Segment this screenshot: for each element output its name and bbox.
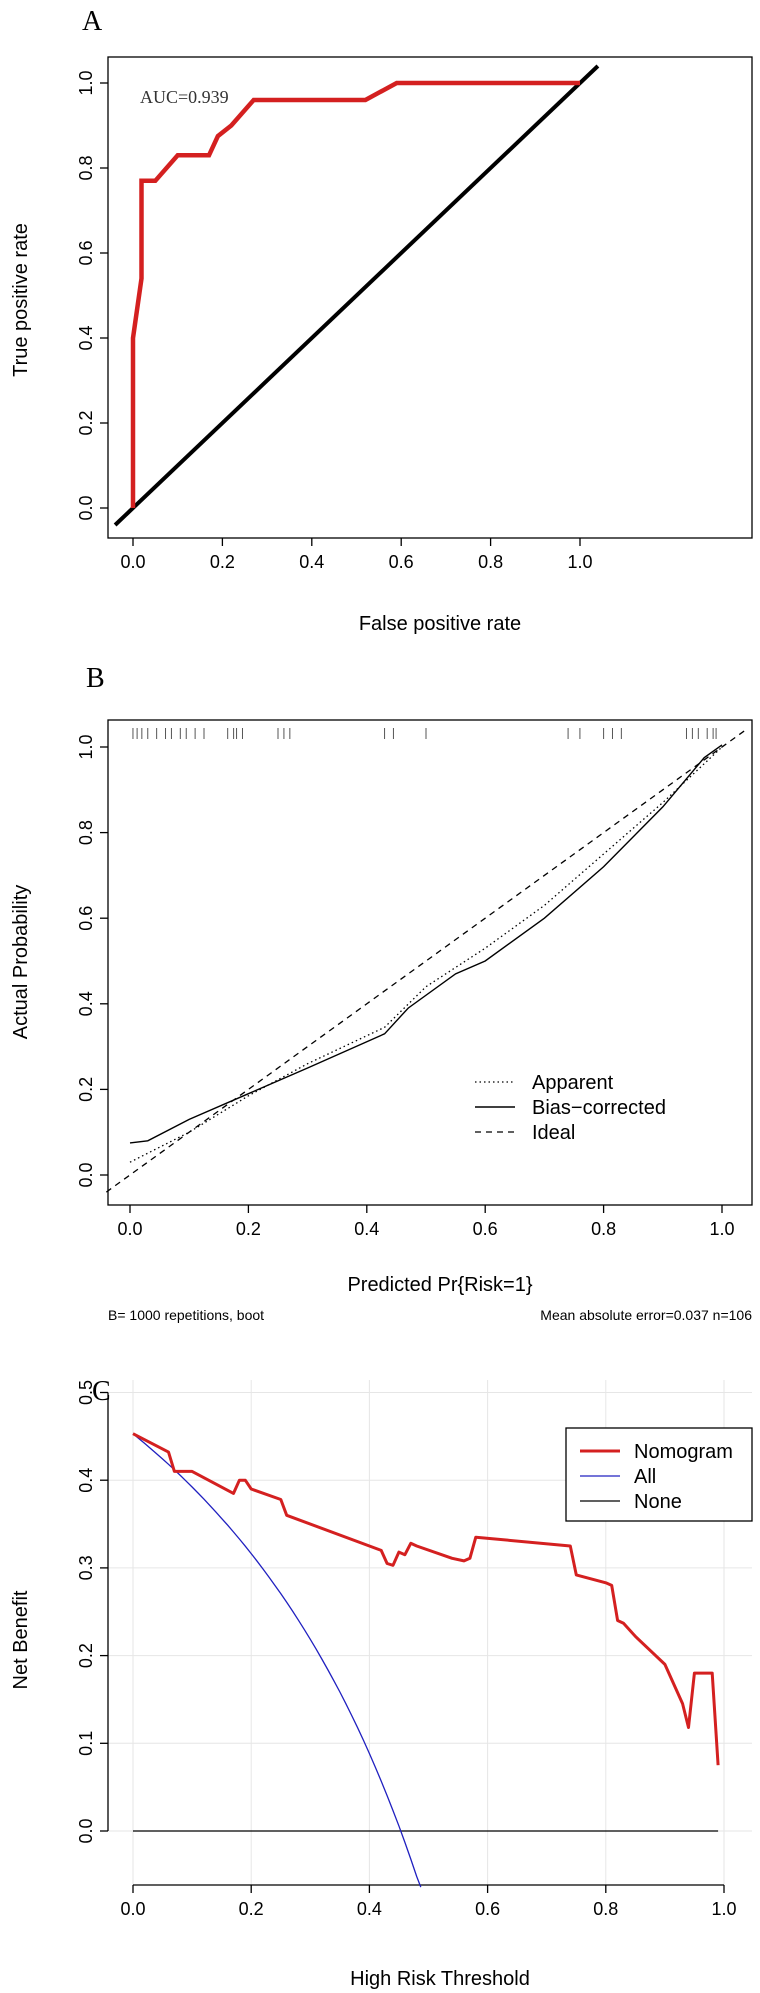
- panel-b-bias-corrected-line: [129, 744, 723, 1144]
- x-tick-label: 0.6: [475, 1899, 500, 1919]
- panel-c: C 0.0 0.2 0.4 0.6 0.8 1.0 0.00.10.20.30.40.5 …: [10, 1376, 753, 1990]
- y-tick-label: 0.2: [76, 1077, 96, 1102]
- x-tick-label: 0.4: [357, 1899, 382, 1919]
- y-tick-label: 0.4: [76, 991, 96, 1016]
- x-tick-label: 0.4: [354, 1219, 379, 1239]
- panel-a-y-label: True positive rate: [10, 223, 32, 377]
- y-tick-label: 1.0: [76, 70, 96, 95]
- panel-b-footer-right: Mean absolute error=0.037 n=106: [540, 1307, 752, 1323]
- panel-a-y-axis: 0.0 0.2 0.4 0.6 0.8 1.0: [76, 70, 108, 521]
- panel-a-x-axis: 0.0 0.2 0.4 0.6 0.8 1.0: [120, 538, 593, 572]
- panel-b-rug: [132, 728, 717, 739]
- legend-bias-corrected-label: Bias−corrected: [532, 1097, 666, 1119]
- x-tick-label: 0.2: [236, 1219, 261, 1239]
- y-tick-label: 0.6: [76, 240, 96, 265]
- panel-c-y-axis: 0.0 0.1 0.2 0.3 0.4 0.5: [76, 1380, 109, 1844]
- panel-a-x-label: False positive rate: [359, 613, 521, 635]
- panel-b: B 0.0 0.2 0.4 0.6 0.8 1.0 0.00.20.40.60.81.0 …: [10, 663, 753, 1323]
- panel-c-letter: C: [92, 1376, 111, 1407]
- x-tick-label: 0.6: [473, 1219, 498, 1239]
- panel-c-nomogram-curve: [132, 1432, 720, 1766]
- panel-a-plot-box: [107, 56, 753, 539]
- panel-c-y-label: Net Benefit: [10, 1590, 32, 1689]
- x-tick-label: 1.0: [709, 1219, 734, 1239]
- y-tick-label: 0.4: [76, 1468, 96, 1493]
- y-tick-label: 0.0: [76, 1818, 96, 1843]
- y-tick-label: 0.2: [76, 1643, 96, 1668]
- x-tick-label: 0.2: [239, 1899, 264, 1919]
- y-tick-label: 0.1: [76, 1731, 96, 1756]
- x-tick-label: 0.4: [299, 552, 324, 572]
- x-tick-label: 0.8: [478, 552, 503, 572]
- panel-b-x-label: Predicted Pr{Risk=1}: [347, 1274, 532, 1296]
- panel-b-ideal-line: [105, 729, 747, 1193]
- x-tick-label: 1.0: [711, 1899, 736, 1919]
- x-tick-label: 0.8: [591, 1219, 616, 1239]
- y-tick-label: 0.6: [76, 906, 96, 931]
- y-tick-label: 0.8: [76, 820, 96, 845]
- panel-a-roc-curve: [130, 80, 580, 508]
- panel-b-x-axis: 0.0 0.2 0.4 0.6 0.8 1.0: [117, 1205, 735, 1239]
- x-tick-label: 0.0: [117, 1219, 142, 1239]
- x-tick-label: 0.0: [120, 552, 145, 572]
- legend-none-label: None: [634, 1491, 682, 1513]
- x-tick-label: 0.2: [210, 552, 235, 572]
- x-tick-label: 0.8: [593, 1899, 618, 1919]
- panel-a-letter: A: [82, 6, 103, 37]
- panel-b-plot-box: [107, 719, 753, 1206]
- panel-c-x-label: High Risk Threshold: [350, 1968, 530, 1990]
- legend-apparent-label: Apparent: [532, 1072, 614, 1094]
- y-tick-label: 0.0: [76, 495, 96, 520]
- panel-c-legend: Nomogram All None: [565, 1427, 753, 1522]
- panel-b-footer-left: B= 1000 repetitions, boot: [108, 1307, 264, 1323]
- legend-nomogram-label: Nomogram: [634, 1441, 733, 1463]
- panel-a: A 0.0 0.2 0.4 0.6 0.8 1.0 0.00.20.40.60.81.0 …: [10, 6, 753, 635]
- panel-b-legend: Apparent Bias−corrected Ideal: [475, 1072, 666, 1144]
- y-tick-label: 1.0: [76, 734, 96, 759]
- y-tick-label: 0.8: [76, 155, 96, 180]
- legend-all-label: All: [634, 1466, 656, 1488]
- panel-c-x-axis: 0.0 0.2 0.4 0.6 0.8 1.0: [120, 1884, 737, 1919]
- panel-a-auc-label: AUC=0.939: [140, 87, 229, 107]
- x-tick-label: 1.0: [567, 552, 592, 572]
- panel-b-y-label: Actual Probability: [10, 885, 32, 1040]
- y-tick-label: 0.0: [76, 1162, 96, 1187]
- legend-ideal-label: Ideal: [532, 1122, 575, 1144]
- panel-a-reference-line: [113, 64, 600, 527]
- panel-b-apparent-line: [129, 746, 723, 1163]
- panel-c-all-curve: [132, 1433, 422, 1888]
- y-tick-label: 0.2: [76, 410, 96, 435]
- panel-b-y-axis: 0.0 0.2 0.4 0.6 0.8 1.0: [76, 734, 108, 1188]
- x-tick-label: 0.6: [389, 552, 414, 572]
- y-tick-label: 0.4: [76, 325, 96, 350]
- x-tick-label: 0.0: [120, 1899, 145, 1919]
- legend-box: [565, 1427, 753, 1522]
- panel-b-letter: B: [86, 663, 105, 694]
- y-tick-label: 0.5: [76, 1380, 96, 1405]
- y-tick-label: 0.3: [76, 1555, 96, 1580]
